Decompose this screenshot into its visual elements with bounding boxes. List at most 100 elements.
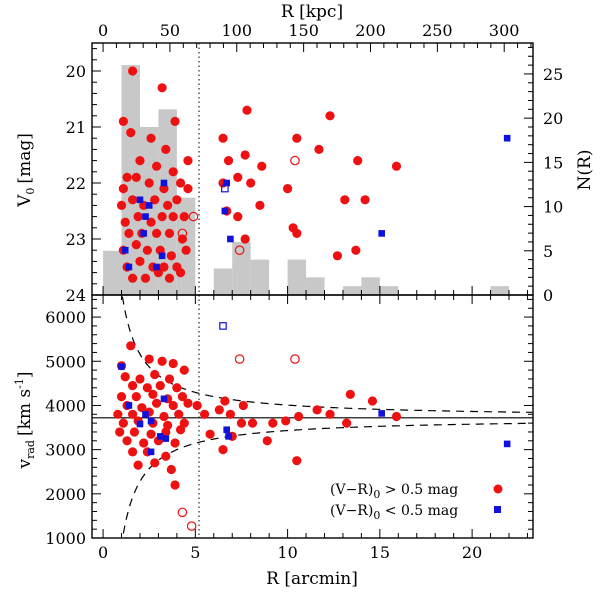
bottom-V-R-0-0-5-mag-point <box>126 341 136 351</box>
top-ylabel-main: V <box>15 194 35 208</box>
top-blue-filled-point <box>136 196 144 204</box>
top-ytick-label: 24 <box>66 286 86 305</box>
bottom-V-R-0-0-5-mag-point <box>144 354 154 364</box>
bottom-V-R-0-0-5-mag-point <box>345 389 355 400</box>
top-red-filled-point <box>360 195 370 205</box>
bottom-ytick-label: 1000 <box>45 529 86 548</box>
top-red-open-point <box>177 228 188 239</box>
bottom-ylabel: vrad [km s-1] <box>13 371 37 469</box>
top-blue-open-point <box>221 184 229 193</box>
bottom-V-R-0-0-5-mag-point <box>172 383 182 393</box>
top-red-filled-point <box>127 273 138 283</box>
top-y2tick-label: 25 <box>543 65 563 84</box>
top-blue-filled-point <box>221 207 229 215</box>
bottom-V-R-0-0-5-mag-point <box>166 464 176 475</box>
top-y2tick-label: 5 <box>543 242 553 261</box>
top-blue-filled-point <box>378 230 385 237</box>
histogram-bar-13 <box>361 277 380 295</box>
bottom-V-R-0-0-5-mag-point <box>137 403 147 413</box>
bottom-V-R-0-0-5-mag-point <box>142 383 152 393</box>
top-red-filled-point <box>183 156 193 166</box>
bottom-ytick-label: 3000 <box>45 441 86 460</box>
bottom-V-R-0-0-5-mag-point <box>236 418 247 428</box>
legend-label-blue-rest: < 0.5 mag <box>380 503 458 519</box>
histogram-bar-11 <box>306 277 325 295</box>
upper-envelope-curve <box>121 296 533 413</box>
bottom-ytick-label: 6000 <box>45 308 86 327</box>
bottom-V-R-0-0-5-mag-point <box>378 410 385 417</box>
bottom-V-R-0-0-5-mag-point <box>116 392 127 402</box>
kpc-tick-label: 250 <box>422 21 453 40</box>
bottom-V-R-0-0-5-mag-point <box>155 380 165 391</box>
top-red-filled-point <box>124 228 134 238</box>
top-blue-filled-point <box>145 202 153 209</box>
top-blue-filled-point <box>153 263 160 271</box>
top-red-filled-point <box>164 228 175 238</box>
bottom-plot-frame <box>91 294 534 539</box>
top-red-filled-point <box>166 251 176 261</box>
top-ytick-label: 22 <box>66 174 86 193</box>
bottom-V-R-0-0-5-mag-point <box>129 427 140 437</box>
top-red-filled-point <box>257 161 267 171</box>
bottom-blue-open-point <box>219 322 227 330</box>
bottom-V-R-0-0-5-mag-point <box>225 409 235 419</box>
bottom-V-R-0-0-5-mag-point <box>135 374 145 384</box>
bottom-V-R-0-0-5-mag-point <box>503 440 511 448</box>
bottom-ylabel-main: v <box>15 459 35 470</box>
bottom-V-R-0-0-5-mag-point <box>175 425 186 435</box>
top-red-filled-point <box>292 133 302 143</box>
top-red-filled-point <box>172 195 182 205</box>
bottom-V-R-0-0-5-mag-point <box>292 456 302 466</box>
top-red-filled-point <box>163 200 173 210</box>
bottom-V-R-0-0-5-mag-point <box>136 420 144 428</box>
top-red-filled-point <box>288 223 298 233</box>
bottom-V-R-0-0-5-mag-point <box>325 409 335 419</box>
top-y2tick-label: 20 <box>543 109 563 128</box>
top-red-filled-point <box>223 156 234 166</box>
legend-label-red-main: (V−R) <box>330 482 373 498</box>
bottom-V-R-0-0-5-mag-point <box>139 438 149 448</box>
top-red-filled-point <box>170 116 180 126</box>
bottom-V-R-0-0-5-mag-point <box>281 416 291 426</box>
bottom-V-R-0-0-5-mag-point <box>342 418 352 428</box>
legend-label-red-rest: > 0.5 mag <box>380 482 458 498</box>
bottom-V-R-0-0-5-mag-point <box>312 405 322 415</box>
bottom-V-R-0-0-5-mag-point <box>118 418 128 428</box>
top-red-filled-point <box>127 66 138 76</box>
histogram-bar-7 <box>232 241 251 295</box>
bottom-V-R-0-0-5-mag-point <box>170 480 180 490</box>
bottom-V-R-0-0-5-mag-point <box>262 436 272 446</box>
bottom-red-open-point <box>290 354 300 364</box>
top-red-filled-point <box>135 256 145 266</box>
top-y2label: N(R) <box>575 150 595 191</box>
top-red-filled-point <box>135 156 145 166</box>
top-blue-filled-point <box>142 213 149 220</box>
bottom-V-R-0-0-5-mag-point <box>120 372 130 382</box>
bottom-V-R-0-0-5-mag-point <box>115 427 125 437</box>
bottom-V-R-0-0-5-mag-point <box>367 396 378 406</box>
bottom-V-R-0-0-5-mag-point <box>150 458 160 468</box>
top-red-filled-point <box>151 228 162 238</box>
top-red-filled-point <box>218 133 228 143</box>
bottom-V-R-0-0-5-mag-point <box>179 365 189 375</box>
bottom-xtick-label: 15 <box>370 543 390 562</box>
bottom-V-R-0-0-5-mag-point <box>162 435 170 442</box>
top-red-filled-point <box>240 234 250 244</box>
top-red-filled-point <box>161 144 171 154</box>
top-red-filled-point <box>151 161 162 171</box>
top-blue-filled-point <box>125 263 133 271</box>
top-red-filled-point <box>391 161 402 171</box>
top-red-filled-point <box>120 217 130 227</box>
top-red-open-point <box>290 155 300 166</box>
histogram-bar-8 <box>250 259 270 295</box>
bottom-xtick-label: 10 <box>277 543 297 562</box>
bottom-V-R-0-0-5-mag-point <box>294 411 304 422</box>
bottom-V-R-0-0-5-mag-point <box>170 438 180 448</box>
bottom-V-R-0-0-5-mag-point <box>268 418 278 428</box>
top-blue-filled-point <box>158 252 166 260</box>
top-axis-title: R [kpc] <box>281 2 343 22</box>
top-red-filled-point <box>164 273 175 283</box>
top-red-open-point <box>234 245 245 255</box>
top-ylabel: V0 [mag] <box>15 133 37 208</box>
